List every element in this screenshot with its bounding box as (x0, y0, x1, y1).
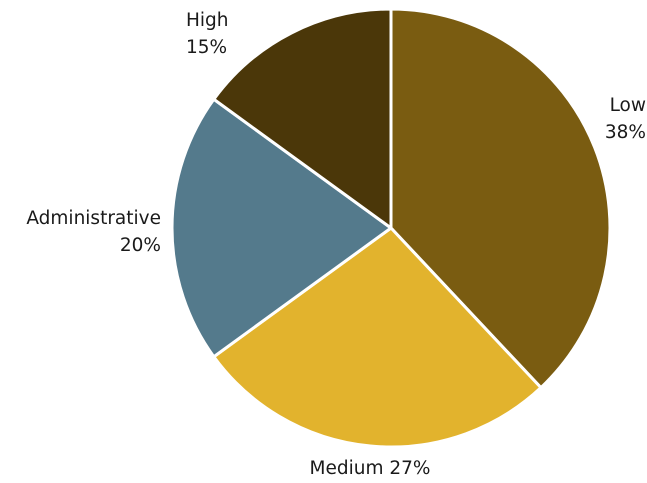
slice-label-name: Administrative (26, 208, 161, 229)
slice-label-percent: 15% (186, 37, 227, 58)
slice-label-high: High 15% (186, 10, 229, 58)
slice-label-medium: Medium 27% (310, 458, 431, 479)
pie-slice-low (389, 7, 612, 390)
slice-label-percent: 38% (605, 122, 646, 143)
slice-label-low: Low 38% (605, 95, 646, 143)
pie-labels: Low 38% Medium 27% Administrative 20% High 15% (26, 10, 646, 479)
pie-slice-administrative (170, 97, 393, 359)
slice-label-name: High (186, 10, 229, 31)
pie-slice-medium (212, 226, 543, 449)
pie-slices (170, 7, 612, 449)
pie-slice-high (212, 7, 393, 230)
slice-label-name: Low (610, 95, 646, 116)
slice-label-percent: 20% (120, 235, 161, 256)
slice-label-administrative: Administrative 20% (26, 208, 161, 256)
